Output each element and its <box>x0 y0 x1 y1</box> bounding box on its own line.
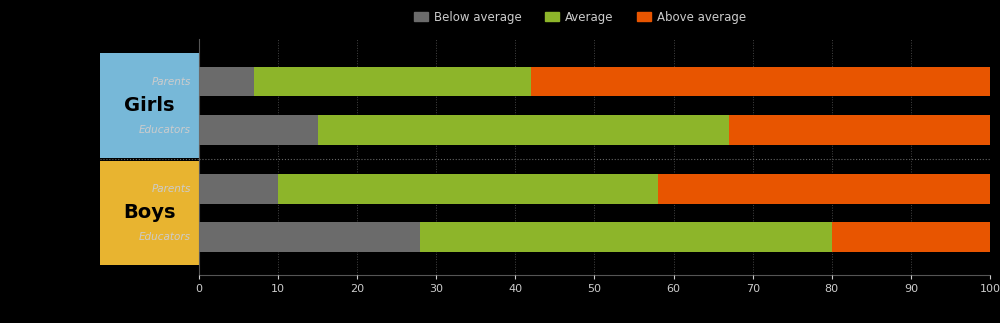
Bar <box>420 222 832 252</box>
Bar <box>832 222 990 252</box>
Text: Parents: Parents <box>152 77 191 87</box>
Text: Girls: Girls <box>124 96 175 115</box>
Bar <box>531 67 990 96</box>
Bar <box>199 222 420 252</box>
Text: Educators: Educators <box>139 125 191 135</box>
Text: Parents: Parents <box>152 184 191 194</box>
Bar <box>729 115 990 145</box>
Bar <box>254 67 531 96</box>
Legend: Below average, Average, Above average: Below average, Average, Above average <box>409 6 751 28</box>
Bar <box>658 174 990 203</box>
Text: Educators: Educators <box>139 232 191 242</box>
Bar <box>199 174 278 203</box>
Bar <box>318 115 729 145</box>
Bar <box>278 174 658 203</box>
FancyBboxPatch shape <box>100 54 199 158</box>
Text: Boys: Boys <box>123 203 176 223</box>
Bar <box>199 67 254 96</box>
FancyBboxPatch shape <box>100 161 199 265</box>
Bar <box>199 115 318 145</box>
